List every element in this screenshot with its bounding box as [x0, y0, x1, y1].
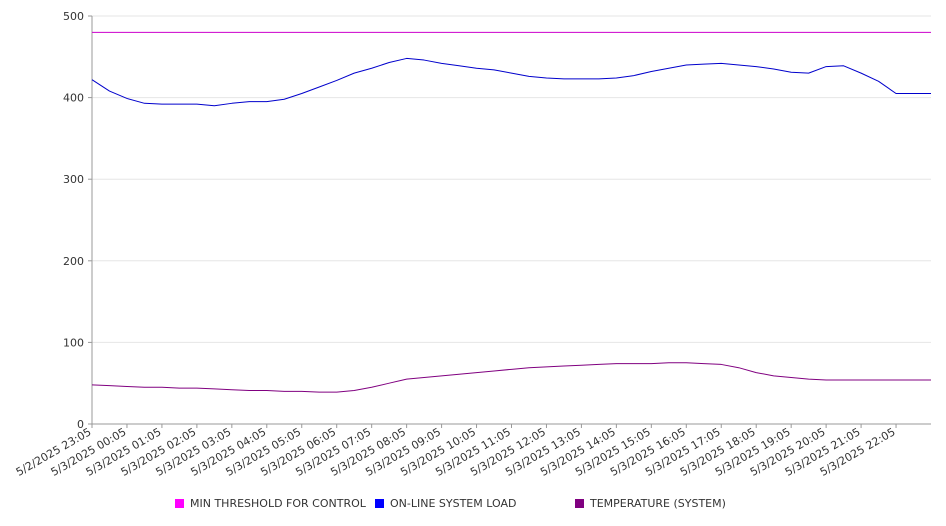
y-tick-label-300: 300: [63, 173, 84, 186]
y-tick-label-0: 0: [77, 418, 84, 431]
legend-label-min-threshold: MIN THRESHOLD FOR CONTROL: [190, 497, 366, 510]
gridlines: [92, 15, 931, 343]
y-tick-label-500: 500: [63, 10, 84, 23]
y-tick-label-400: 400: [63, 92, 84, 105]
legend-swatch-temperature-system: [575, 499, 584, 508]
series-lines: [91, 31, 931, 393]
legend-item-online-system-load[interactable]: ON-LINE SYSTEM LOAD: [375, 497, 516, 510]
axes: [88, 15, 931, 428]
x-tick-labels: 5/2/2025 23:055/3/2025 00:055/3/2025 01:…: [14, 425, 898, 479]
y-tick-labels: 0 100 200 300 400 500: [63, 10, 84, 431]
y-tick-label-100: 100: [63, 336, 84, 349]
legend-item-temperature-system[interactable]: TEMPERATURE (SYSTEM): [575, 497, 726, 510]
legend-swatch-min-threshold: [175, 499, 184, 508]
series-line-on-line-system-load: [91, 57, 931, 107]
legend: MIN THRESHOLD FOR CONTROL ON-LINE SYSTEM…: [0, 497, 946, 515]
legend-item-min-threshold[interactable]: MIN THRESHOLD FOR CONTROL: [175, 497, 366, 510]
y-tick-label-200: 200: [63, 255, 84, 268]
series-line-temperature-system: [91, 362, 931, 393]
legend-label-temperature-system: TEMPERATURE (SYSTEM): [590, 497, 726, 510]
legend-swatch-online-system-load: [375, 499, 384, 508]
legend-label-online-system-load: ON-LINE SYSTEM LOAD: [390, 497, 517, 510]
